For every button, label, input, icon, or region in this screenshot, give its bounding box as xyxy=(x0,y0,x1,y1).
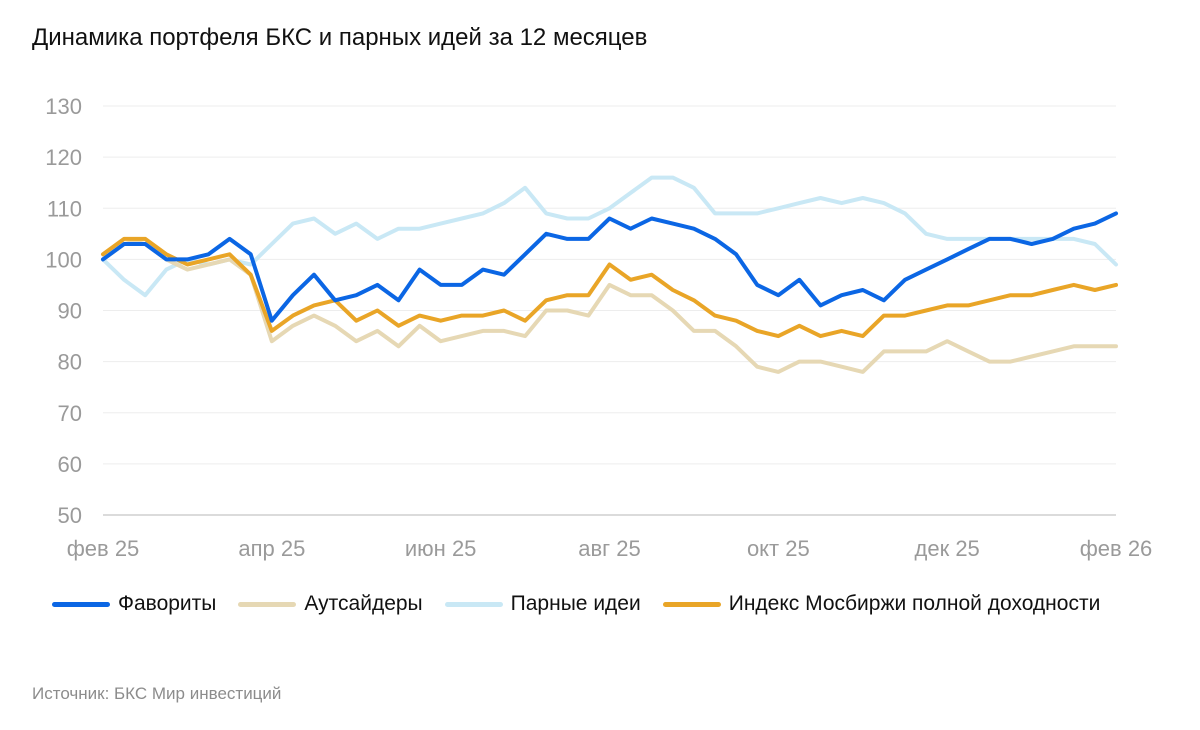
grid-lines xyxy=(103,105,1116,516)
x-tick-label: июн 25 xyxy=(405,536,477,561)
legend-swatch xyxy=(52,601,110,607)
line-chart: 50 60 70 80 90 100 110 120 130 фев 25 апр 25 июн 2… xyxy=(45,94,1153,561)
chart-title: Динамика портфеля БКС и парных идей за 1… xyxy=(32,24,648,51)
legend-label: Индекс Мосбиржи полной доходности xyxy=(728,592,1101,615)
legend-swatch xyxy=(444,601,503,607)
x-tick-label: фев 26 xyxy=(1080,536,1153,561)
series-line-3 xyxy=(101,236,1118,339)
x-axis-ticks: фев 25 апр 25 июн 25 авг 25 окт 25 дек 25 фев … xyxy=(67,536,1153,561)
y-tick-label: 100 xyxy=(45,247,82,272)
x-tick-label: окт 25 xyxy=(747,536,810,561)
series-lines xyxy=(101,175,1118,374)
y-axis-ticks: 50 60 70 80 90 100 110 120 130 xyxy=(45,94,82,528)
legend-label: Фавориты xyxy=(118,592,217,615)
y-tick-label: 90 xyxy=(58,299,82,324)
legend-item: Индекс Мосбиржи полной доходности xyxy=(662,592,1101,616)
legend-swatch xyxy=(238,601,297,607)
legend-label: Аутсайдеры xyxy=(304,592,423,615)
x-tick-label: дек 25 xyxy=(915,536,980,561)
chart-legend: Фавориты Аутсайдеры Парные идеи Индекс Мосб… xyxy=(52,592,1122,616)
x-tick-label: апр 25 xyxy=(238,536,305,561)
y-tick-label: 70 xyxy=(58,401,82,426)
legend-item: Парные идеи xyxy=(444,592,641,616)
legend-item: Фавориты xyxy=(52,592,216,616)
legend-label: Парные идеи xyxy=(510,592,641,615)
x-tick-label: фев 25 xyxy=(67,536,140,561)
legend-item: Аутсайдеры xyxy=(238,592,423,616)
x-tick-label: авг 25 xyxy=(578,536,641,561)
series-line-0 xyxy=(101,211,1118,323)
y-tick-label: 130 xyxy=(45,94,82,119)
source-note: Источник: БКС Мир инвестиций xyxy=(32,684,282,703)
y-tick-label: 60 xyxy=(58,452,82,477)
y-tick-label: 80 xyxy=(58,350,82,375)
y-tick-label: 50 xyxy=(58,503,82,528)
y-tick-label: 120 xyxy=(45,145,82,170)
series-line-1 xyxy=(101,236,1118,374)
y-tick-label: 110 xyxy=(47,196,82,221)
series-line-2 xyxy=(101,175,1118,298)
legend-swatch xyxy=(662,601,721,607)
